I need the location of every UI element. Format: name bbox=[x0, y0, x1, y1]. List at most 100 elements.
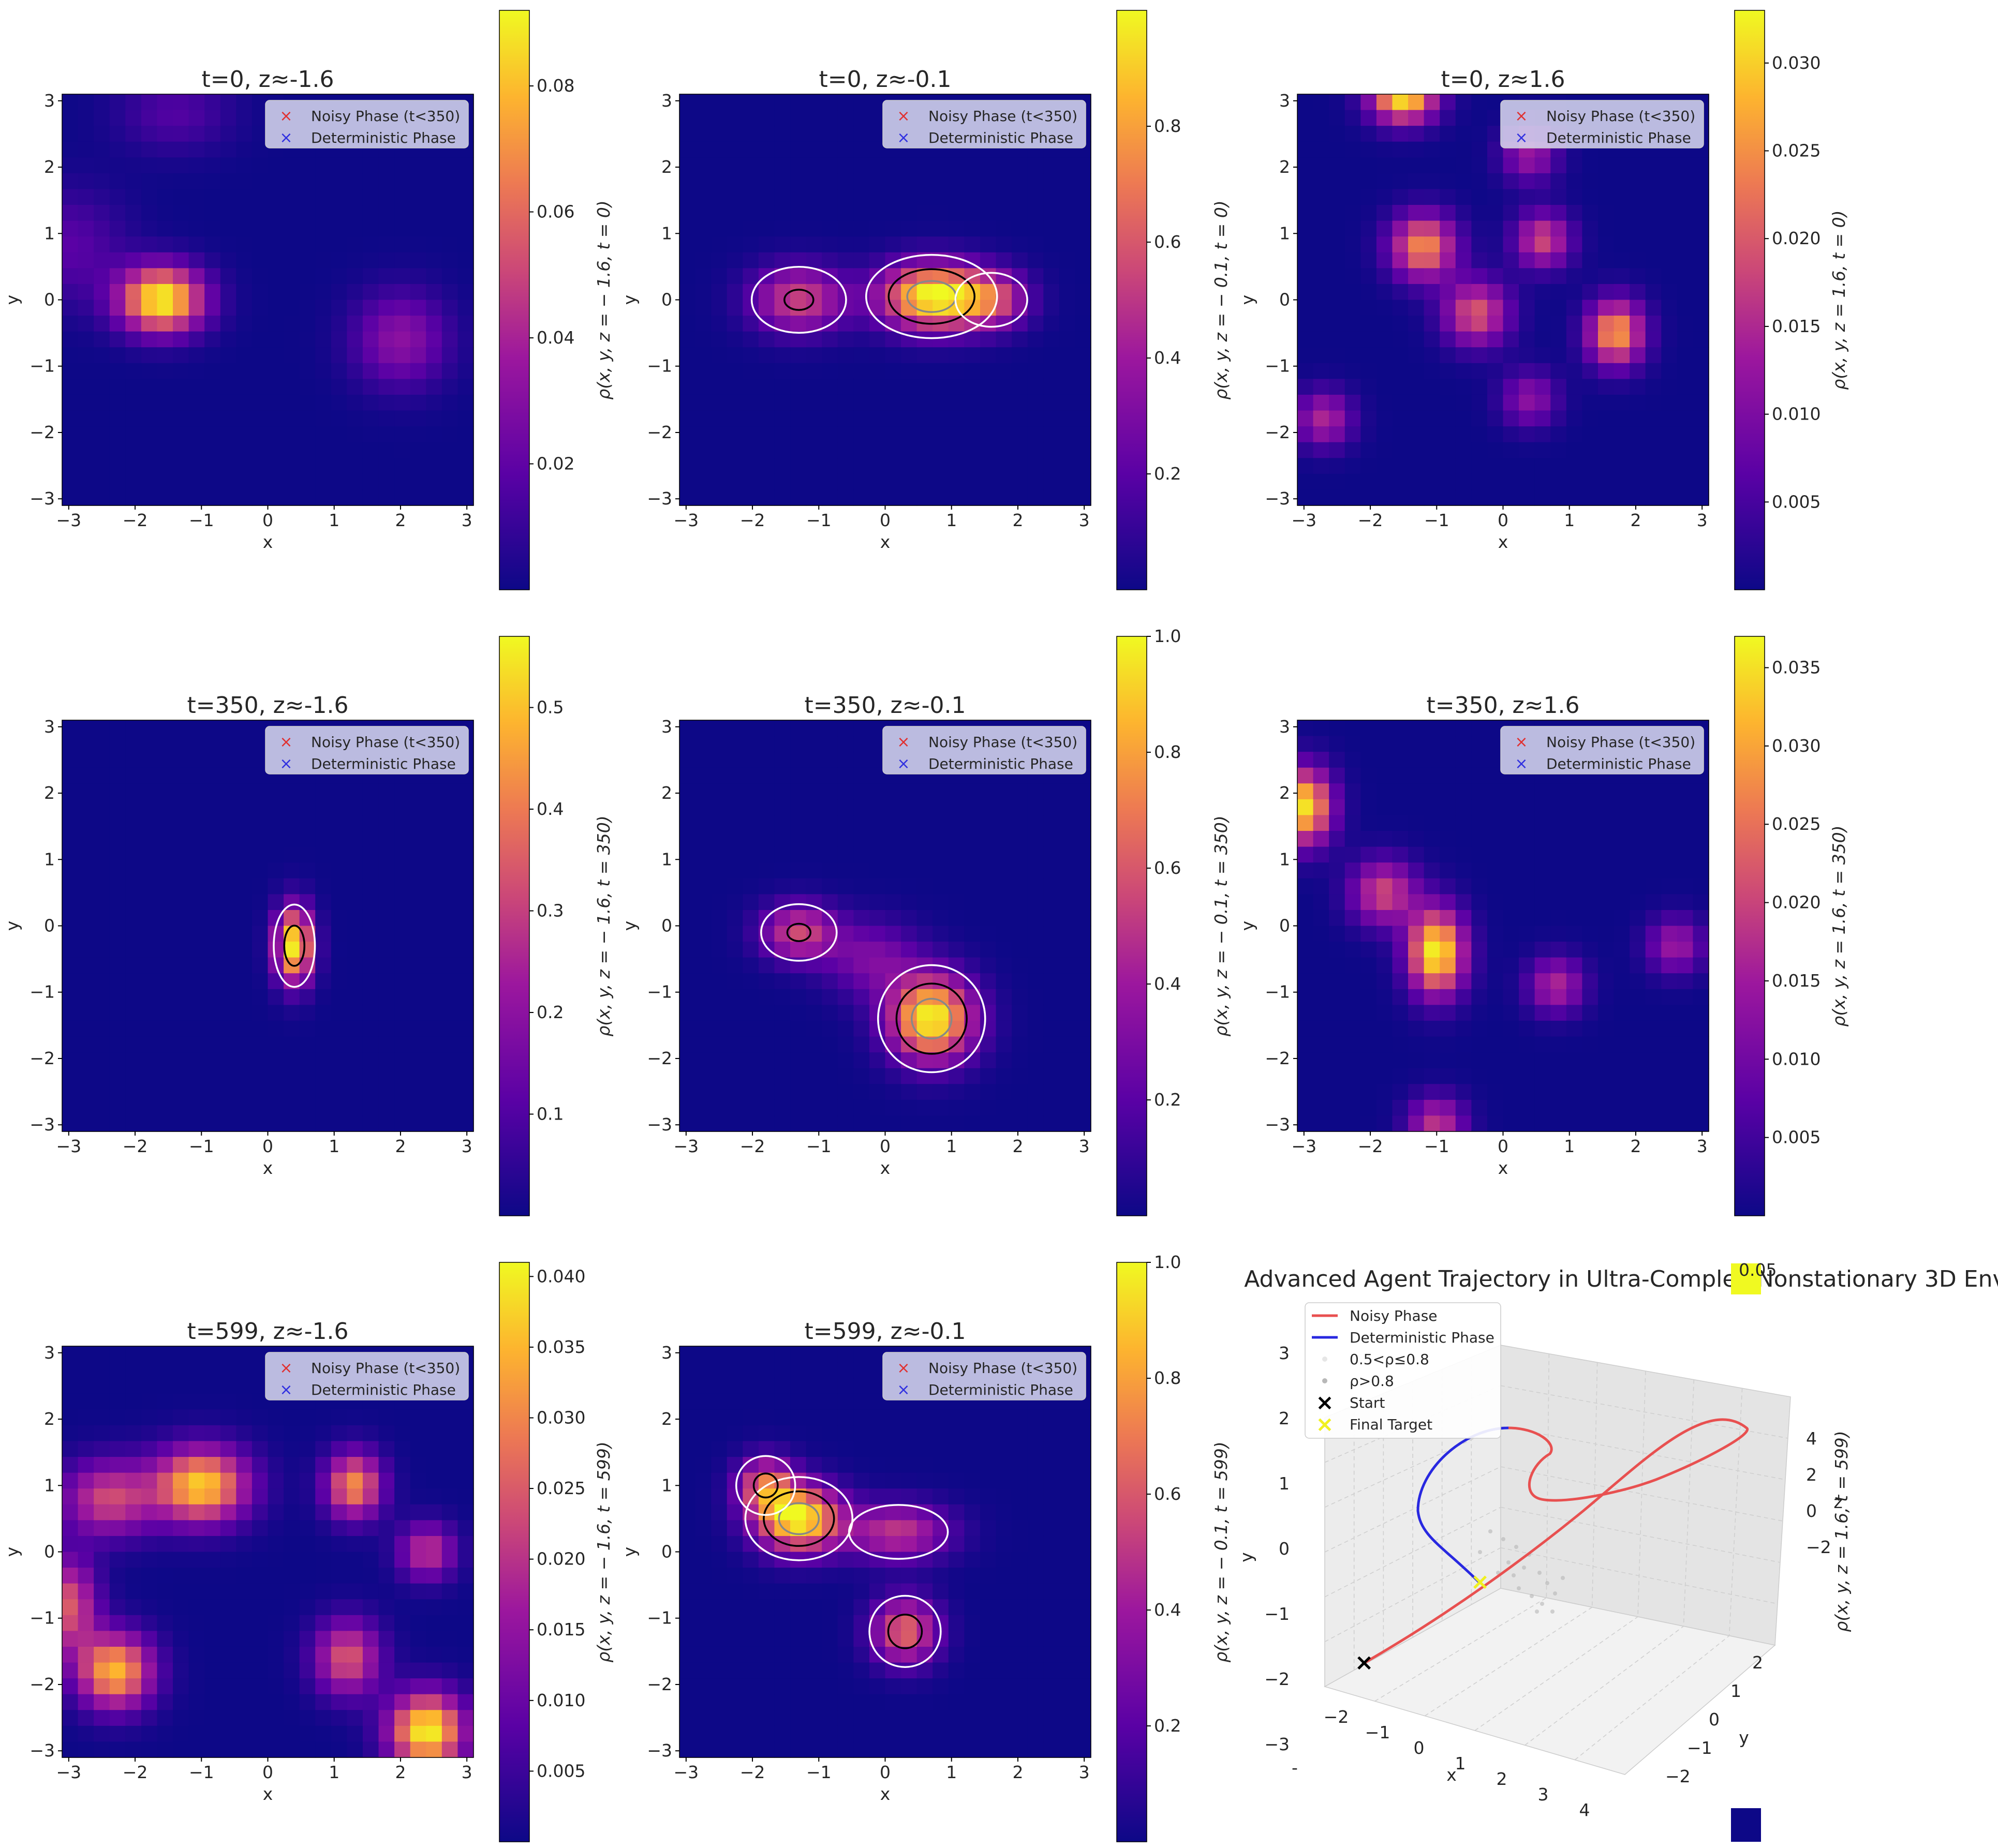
heatmap-cell bbox=[1630, 1052, 1646, 1069]
heatmap-cell bbox=[1661, 1036, 1678, 1053]
heatmap-cell bbox=[1455, 236, 1472, 253]
heatmap-cell bbox=[1693, 442, 1709, 458]
heatmap-cell bbox=[331, 1646, 347, 1663]
heatmap-cell bbox=[1408, 205, 1425, 221]
heatmap-cell bbox=[1297, 799, 1314, 816]
heatmap-cell bbox=[901, 862, 917, 879]
heatmap-cell bbox=[1075, 831, 1091, 847]
heatmap-cell bbox=[1534, 799, 1551, 816]
heatmap-cell bbox=[1329, 236, 1345, 253]
heatmap-cell bbox=[1360, 189, 1377, 205]
heatmap-cell bbox=[394, 1441, 411, 1457]
heatmap-cell bbox=[284, 989, 300, 1005]
heatmap-cell bbox=[62, 220, 79, 237]
x-tick-label: 3 bbox=[1079, 1136, 1090, 1156]
heatmap-cell bbox=[78, 1068, 94, 1084]
heatmap-cell bbox=[188, 141, 205, 158]
heatmap-cell bbox=[1376, 1052, 1393, 1069]
heatmap-cell bbox=[1313, 1052, 1329, 1069]
heatmap-cell bbox=[1408, 957, 1425, 974]
heatmap-cell bbox=[236, 205, 253, 221]
heatmap-cell bbox=[822, 252, 838, 269]
heatmap-cell bbox=[853, 1052, 870, 1069]
heatmap-cell bbox=[268, 316, 284, 332]
heatmap-cell bbox=[157, 1741, 173, 1758]
heatmap-cell bbox=[1440, 220, 1456, 237]
heatmap-cell bbox=[885, 442, 901, 458]
heatmap-cell bbox=[1582, 189, 1599, 205]
heatmap-cell bbox=[996, 942, 1012, 958]
heatmap-cell bbox=[837, 910, 854, 927]
heatmap-cell bbox=[933, 205, 949, 221]
heatmap-cell bbox=[790, 942, 807, 958]
heatmap-cell bbox=[964, 831, 981, 847]
heatmap-cell bbox=[1519, 862, 1535, 879]
heatmap-cell bbox=[1597, 973, 1615, 990]
heatmap-cell bbox=[331, 1536, 347, 1553]
heatmap-cell bbox=[173, 1694, 189, 1710]
contour-lines bbox=[273, 903, 316, 988]
heatmap-cell bbox=[1677, 862, 1694, 879]
heatmap-cell bbox=[1519, 410, 1535, 427]
heatmap-cell bbox=[204, 300, 221, 316]
heatmap-cell bbox=[1534, 236, 1551, 253]
heatmap-cell bbox=[869, 1036, 886, 1053]
heatmap-cell bbox=[1471, 815, 1488, 831]
heatmap-cell bbox=[1550, 799, 1567, 816]
heatmap-cell bbox=[1297, 442, 1314, 458]
x-tick-label: 2 bbox=[1630, 1136, 1641, 1156]
heatmap-cell bbox=[331, 1425, 347, 1442]
heatmap-cell bbox=[790, 489, 807, 506]
heatmap-cell bbox=[869, 783, 886, 800]
heatmap-cell bbox=[299, 1020, 316, 1037]
heatmap-cell bbox=[1408, 736, 1425, 752]
heatmap-cell bbox=[1329, 862, 1345, 879]
heatmap-cell bbox=[1597, 894, 1615, 911]
x-tick-label: 0 bbox=[262, 1136, 273, 1156]
heatmap-cell bbox=[1329, 1020, 1345, 1037]
heatmap-cell bbox=[220, 1741, 236, 1758]
heatmap-cell bbox=[1661, 878, 1678, 895]
heatmap-cell bbox=[1614, 331, 1630, 348]
heatmap-cell bbox=[758, 736, 775, 752]
heatmap-cell bbox=[141, 767, 158, 784]
heatmap-cell bbox=[1043, 878, 1060, 895]
heatmap-cell bbox=[806, 379, 822, 395]
heatmap-cell bbox=[679, 799, 696, 816]
heatmap-cell bbox=[220, 1457, 236, 1473]
heatmap-cell bbox=[1297, 862, 1314, 879]
heatmap-cell bbox=[822, 767, 838, 784]
heatmap-cell bbox=[1693, 157, 1709, 174]
heatmap-cell bbox=[1503, 894, 1519, 911]
heatmap-cell bbox=[679, 1036, 696, 1053]
heatmap-cell bbox=[885, 347, 901, 364]
heatmap-cell bbox=[173, 205, 189, 221]
heatmap-cell bbox=[916, 236, 933, 253]
heatmap-cell bbox=[441, 173, 458, 190]
heatmap-cell bbox=[410, 942, 426, 958]
heatmap-cell bbox=[125, 316, 142, 332]
heatmap-cell bbox=[141, 736, 158, 752]
heatmap-cell bbox=[62, 442, 79, 458]
heatmap-cell bbox=[441, 379, 458, 395]
heatmap-cell bbox=[1408, 1036, 1425, 1053]
heatmap-cell bbox=[220, 1378, 236, 1394]
heatmap-cell bbox=[1313, 347, 1329, 364]
heatmap-cell bbox=[378, 189, 395, 205]
heatmap-cell bbox=[1597, 1036, 1615, 1053]
heatmap-cell bbox=[901, 894, 917, 911]
heatmap-cell bbox=[441, 1020, 458, 1037]
y-tick-label: −3 bbox=[29, 488, 55, 509]
heatmap-cell bbox=[284, 1520, 300, 1537]
heatmap-cell bbox=[457, 1052, 474, 1069]
heatmap-cell bbox=[1360, 284, 1377, 301]
heatmap-cell bbox=[1408, 426, 1425, 443]
heatmap-cell bbox=[109, 157, 126, 174]
heatmap-cell bbox=[394, 236, 411, 253]
heatmap-cell bbox=[790, 410, 807, 427]
heatmap-cell bbox=[1645, 300, 1662, 316]
heatmap-cell bbox=[1550, 173, 1567, 190]
heatmap-cell bbox=[378, 1725, 395, 1742]
legend-label: Noisy Phase (t<350) bbox=[1546, 734, 1695, 751]
heatmap-cell bbox=[1630, 957, 1646, 974]
